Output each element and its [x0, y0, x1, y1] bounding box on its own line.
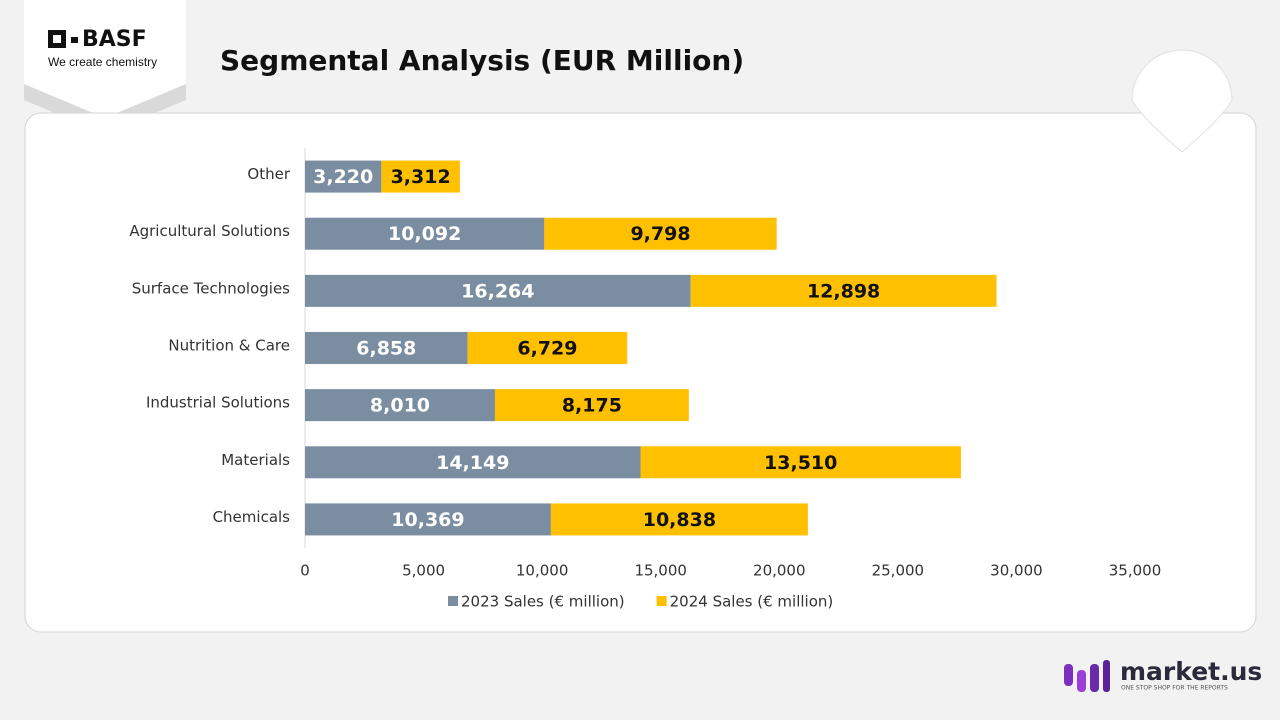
- value-label: 9,798: [630, 223, 690, 245]
- badge: [24, 0, 186, 118]
- chart-title: Segmental Analysis (EUR Million): [220, 44, 744, 77]
- x-tick-label: 15,000: [634, 562, 687, 580]
- y-tick-label: Agricultural Solutions: [129, 222, 290, 240]
- bar-segment: [305, 274, 691, 307]
- legend-label: 2023 Sales (€ million): [461, 593, 625, 611]
- x-tick-label: 30,000: [990, 562, 1043, 580]
- value-label: 10,092: [388, 223, 461, 245]
- legend-swatch: [448, 596, 458, 606]
- x-tick-label: 0: [300, 562, 310, 580]
- brand-slogan: ONE STOP SHOP FOR THE REPORTS: [1121, 685, 1228, 692]
- value-label: 6,729: [517, 338, 577, 360]
- brand-name: market.us: [1120, 657, 1262, 686]
- value-label: 10,838: [643, 509, 716, 531]
- x-tick-label: 20,000: [753, 562, 806, 580]
- value-label: 16,264: [461, 280, 534, 302]
- bar-segment: [381, 160, 460, 193]
- value-label: 8,175: [562, 395, 622, 417]
- bar-segment: [305, 332, 468, 364]
- y-tick-label: Other: [247, 165, 290, 183]
- brand-icon: [1064, 660, 1110, 692]
- bar-segment: [690, 274, 997, 307]
- logo-tagline: We create chemistry: [48, 55, 157, 69]
- bar-segment: [305, 217, 545, 250]
- x-tick-label: 10,000: [516, 562, 569, 580]
- value-label: 13,510: [764, 452, 837, 474]
- bar-segment: [305, 160, 382, 193]
- legend-label: 2024 Sales (€ million): [670, 593, 834, 611]
- bar-segment: [305, 389, 495, 422]
- bar-segment: [640, 446, 961, 479]
- legend-swatch: [656, 596, 667, 606]
- y-tick-label: Surface Technologies: [132, 279, 290, 297]
- x-tick-label: 25,000: [872, 562, 925, 580]
- plot: 0 5,000 10,000 15,000 20,000 25,000 30,000 35,0…: [129, 148, 1161, 611]
- y-tick-label: Industrial Solutions: [146, 394, 290, 412]
- value-label: 8,010: [370, 395, 430, 417]
- bar-segment: [467, 332, 628, 364]
- value-label: 3,312: [391, 166, 451, 188]
- logo-square-inner: [53, 35, 61, 43]
- y-tick-label: Materials: [221, 451, 290, 469]
- value-label: 6,858: [356, 338, 416, 360]
- logo-dot: [71, 37, 78, 43]
- pin-decoration: [1131, 49, 1233, 153]
- value-label: 10,369: [391, 509, 464, 531]
- y-tick-label: Chemicals: [213, 508, 291, 526]
- value-label: 3,220: [313, 166, 373, 188]
- bar-segment: [494, 389, 689, 422]
- x-tick-label: 5,000: [402, 562, 445, 580]
- x-tick-label: 35,000: [1109, 562, 1162, 580]
- chart-card: [24, 112, 1257, 633]
- value-label: 14,149: [436, 452, 509, 474]
- bar-segment: [305, 446, 641, 479]
- bar-segment: [305, 503, 551, 536]
- value-label: 12,898: [807, 280, 880, 302]
- bar-segment: [550, 503, 808, 536]
- y-tick-label: Nutrition & Care: [168, 337, 290, 355]
- bar-segment: [544, 217, 777, 250]
- logo-text: BASF: [82, 27, 147, 52]
